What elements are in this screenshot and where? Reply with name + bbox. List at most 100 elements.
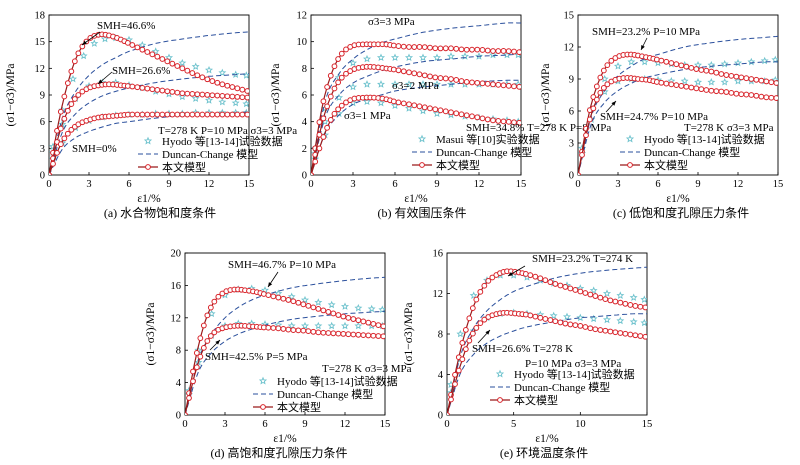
model-marker — [578, 172, 581, 175]
model-marker — [343, 70, 349, 77]
model-marker — [683, 83, 690, 90]
model-marker — [275, 294, 282, 301]
plot-frame — [577, 14, 779, 176]
model-marker — [239, 94, 246, 101]
x-tick-label: 6 — [392, 179, 397, 190]
arrow-head — [611, 101, 616, 106]
test-data-point — [100, 34, 110, 43]
model-marker — [310, 304, 317, 311]
y-tick-label: 0 — [40, 171, 45, 182]
model-marker — [330, 330, 337, 337]
model-marker — [219, 81, 226, 88]
test-data-point — [488, 50, 498, 59]
model-marker — [219, 111, 226, 118]
model-marker — [406, 69, 412, 76]
legend-model-marker-icon — [627, 162, 633, 168]
panel-caption: (a) 水合物饱和度条件 — [104, 205, 216, 220]
model-marker — [320, 115, 327, 122]
model-marker — [683, 63, 690, 70]
y-tick-label: 12 — [564, 43, 575, 54]
model-marker — [567, 321, 574, 328]
model-marker — [688, 84, 695, 91]
model-marker — [350, 316, 357, 322]
model-marker — [455, 367, 462, 374]
legend-star-icon — [625, 134, 635, 143]
model-marker — [474, 79, 481, 86]
model-marker — [295, 327, 302, 334]
arrow-head — [508, 271, 513, 276]
model-marker — [632, 332, 639, 339]
model-marker — [452, 381, 458, 387]
model-marker — [484, 116, 491, 123]
test-data-point — [340, 302, 350, 310]
legend-star-icon — [495, 369, 505, 378]
test-data-point — [562, 312, 572, 321]
model-marker — [68, 126, 75, 133]
model-marker — [204, 111, 211, 118]
model-marker — [209, 92, 216, 99]
test-data-point — [340, 321, 350, 330]
model-marker — [338, 74, 345, 81]
model-marker — [763, 94, 770, 101]
model-marker — [190, 378, 196, 385]
model-marker — [505, 82, 512, 89]
legend-model: 本文模型 — [277, 400, 321, 414]
model-marker — [738, 74, 745, 81]
model-marker — [463, 78, 470, 85]
model-marker — [280, 295, 287, 302]
model-marker — [224, 82, 231, 89]
test-data-point — [376, 98, 386, 107]
test-data-point — [694, 60, 702, 69]
model-marker — [340, 330, 347, 337]
test-data-point — [391, 80, 399, 88]
y-tick-label: 9 — [40, 91, 45, 102]
series-group — [311, 22, 521, 175]
model-marker — [169, 89, 176, 95]
test-data-point — [300, 321, 310, 330]
model-marker — [71, 58, 78, 65]
model-marker — [693, 85, 700, 92]
model-marker — [477, 288, 484, 295]
x-tick-label: 3 — [86, 179, 91, 190]
y-tick-label: 9 — [569, 75, 574, 86]
model-marker — [708, 87, 715, 94]
model-marker — [642, 304, 647, 311]
model-marker — [604, 81, 611, 88]
model-marker — [285, 326, 292, 333]
model-marker — [622, 300, 629, 307]
model-marker — [607, 328, 614, 335]
x-tick-label: 0 — [575, 179, 580, 190]
model-marker — [179, 111, 186, 118]
model-marker — [411, 44, 418, 50]
test-data-point — [447, 80, 455, 88]
test-data-point — [178, 58, 187, 67]
model-marker — [582, 290, 589, 296]
y-tick-label: 0 — [438, 411, 443, 422]
test-data-point — [602, 289, 612, 297]
model-marker — [295, 299, 302, 306]
test-data-point — [447, 52, 455, 60]
model-marker — [330, 310, 337, 317]
model-marker — [375, 333, 382, 339]
model-marker — [738, 91, 745, 98]
model-marker — [411, 102, 418, 109]
model-marker — [315, 329, 322, 336]
model-marker — [50, 160, 56, 167]
model-marker — [343, 99, 349, 106]
model-marker — [479, 47, 486, 53]
model-marker — [189, 111, 196, 118]
test-data-point — [327, 300, 336, 309]
test-data-point — [627, 57, 636, 66]
model-marker — [527, 312, 534, 319]
model-marker — [511, 48, 517, 55]
panel-caption: (d) 高饱和度孔隙压力条件 — [211, 445, 348, 460]
model-marker — [698, 86, 705, 93]
test-data-point — [207, 309, 216, 318]
y-tick-label: 3 — [569, 139, 574, 150]
model-marker — [600, 67, 607, 74]
model-marker — [542, 277, 549, 284]
legend-test-data: Hyodo 等[13-14]试验数据 — [162, 134, 283, 148]
model-marker — [448, 45, 454, 52]
model-marker — [199, 91, 206, 98]
x-tick-label: 12 — [340, 419, 351, 430]
